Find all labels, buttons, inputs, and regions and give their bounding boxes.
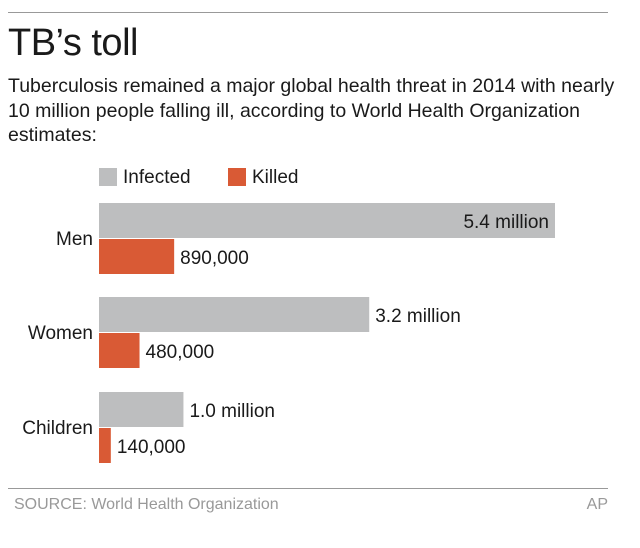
legend-label-infected: Infected <box>123 167 191 188</box>
data-label-killed-women: 480,000 <box>146 342 215 363</box>
bar-killed-women <box>99 333 140 368</box>
data-label-killed-children: 140,000 <box>117 437 186 458</box>
category-label-children: Children <box>22 418 93 439</box>
bar-infected-men <box>99 203 555 238</box>
bar-infected-women <box>99 297 370 332</box>
legend-swatch-killed <box>228 168 246 186</box>
data-label-infected-women: 3.2 million <box>375 306 461 327</box>
data-label-infected-children: 1.0 million <box>189 401 275 422</box>
bar-killed-men <box>99 239 175 274</box>
legend-label-killed: Killed <box>252 167 299 188</box>
chart-title: TB’s toll <box>8 22 138 64</box>
category-label-women: Women <box>28 323 93 344</box>
data-label-killed-men: 890,000 <box>180 248 249 269</box>
category-label-men: Men <box>56 229 93 250</box>
credit: AP <box>586 496 608 513</box>
legend-swatch-infected <box>99 168 117 186</box>
bar-infected-children <box>99 392 184 427</box>
data-label-infected-men: 5.4 million <box>463 212 549 233</box>
bar-killed-children <box>99 428 111 463</box>
bottom-rule <box>8 488 608 489</box>
top-rule <box>8 12 608 13</box>
source-note: SOURCE: World Health Organization <box>14 496 279 513</box>
chart-subtitle: Tuberculosis remained a major global hea… <box>8 75 615 146</box>
